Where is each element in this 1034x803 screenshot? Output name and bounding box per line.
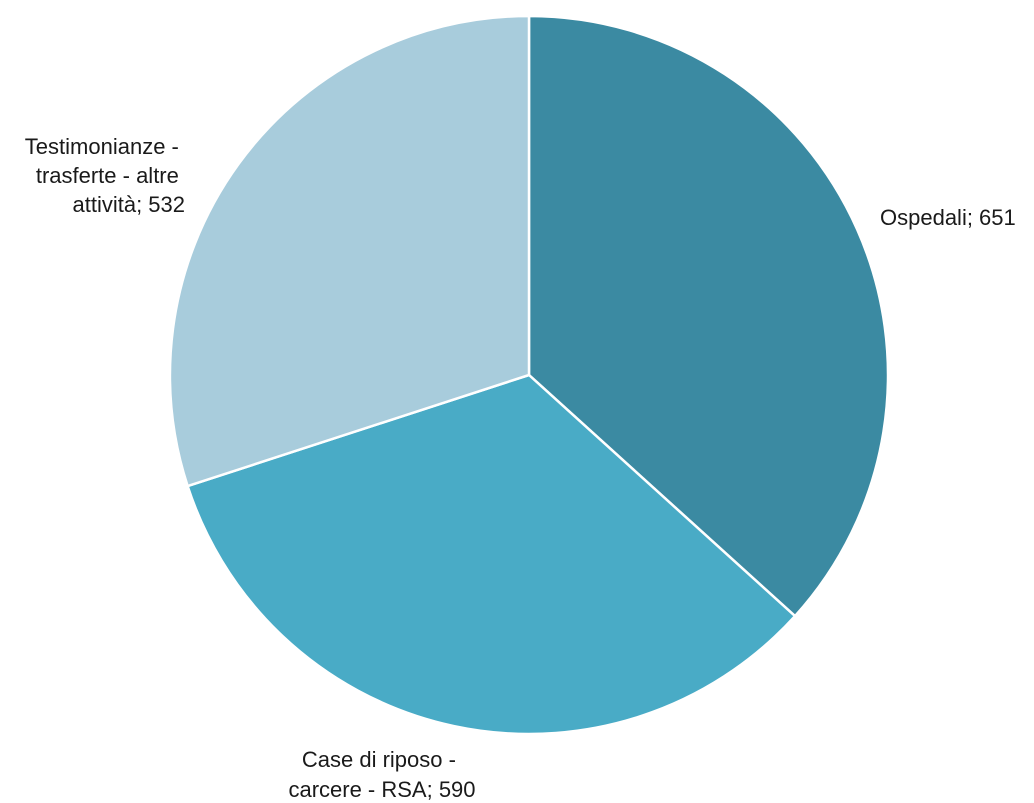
slice-label-ospedali: Ospedali; 651	[880, 205, 1016, 230]
slice-ospedali	[527, 14, 890, 618]
pie-labels: Ospedali; 651 Case di riposo - carcere -…	[25, 134, 1016, 802]
slice-label-testimonianze: Testimonianze - trasferte - altre attivi…	[25, 134, 185, 217]
pie-slices	[168, 14, 890, 736]
slice-case-di-riposo	[186, 373, 797, 736]
slice-label-case-di-riposo: Case di riposo - carcere - RSA; 590	[288, 747, 475, 802]
slice-testimonianze	[168, 14, 531, 488]
